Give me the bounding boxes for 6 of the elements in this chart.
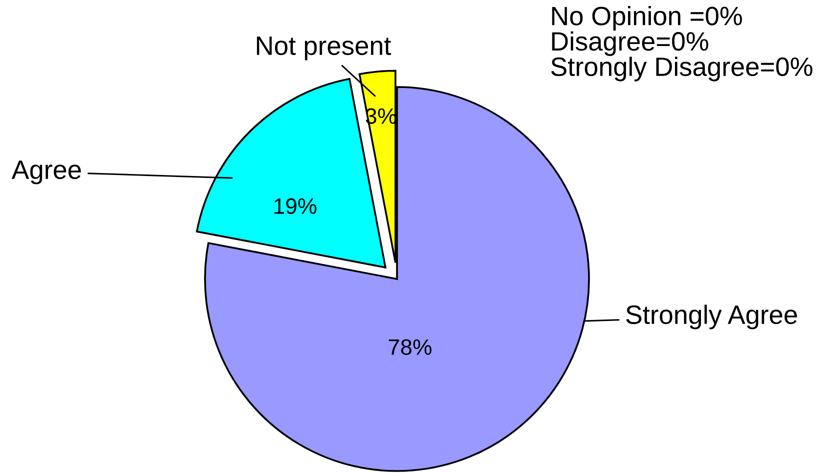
slice-label: Agree [12, 160, 81, 184]
data-label: 19% [274, 198, 316, 214]
slice-label: Strongly Agree [626, 304, 797, 330]
text: No Opinion =0% Disagree=0% Strongly Disagree=0% [551, 6, 812, 82]
data-label: 78% [388, 339, 432, 355]
slice-label: Not present [256, 36, 392, 60]
